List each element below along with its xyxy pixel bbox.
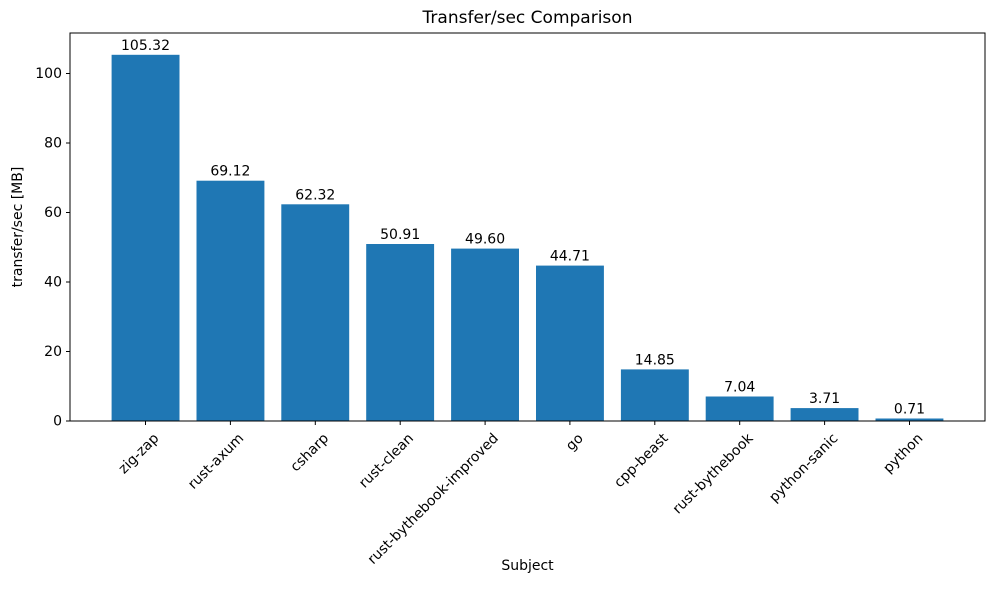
bar-value-label: 62.32 bbox=[295, 187, 335, 203]
bar-rust-bythebook-improved bbox=[451, 248, 519, 421]
y-tick-label: 80 bbox=[44, 135, 62, 151]
x-tick-label: rust-clean bbox=[356, 431, 417, 492]
x-tick-label: csharp bbox=[288, 430, 333, 475]
y-tick-label: 20 bbox=[44, 344, 62, 360]
y-tick-label: 100 bbox=[35, 66, 62, 82]
bar-cpp-beast bbox=[620, 369, 689, 421]
bar-rust-bythebook bbox=[705, 396, 774, 421]
x-axis-label: Subject bbox=[501, 558, 554, 574]
y-axis-label: transfer/sec [MB] bbox=[10, 166, 26, 288]
bar-python bbox=[875, 418, 944, 421]
bar-python-sanic bbox=[790, 408, 859, 421]
plot-border bbox=[69, 32, 986, 422]
x-tick-label: cpp-beast bbox=[611, 430, 672, 491]
x-tick-label: rust-bythebook bbox=[670, 430, 757, 517]
bar-go bbox=[536, 265, 604, 421]
bar-csharp bbox=[281, 204, 350, 421]
bar-value-label: 7.04 bbox=[724, 380, 755, 396]
bar-rust-clean bbox=[366, 244, 435, 421]
bar-value-label: 3.71 bbox=[809, 391, 840, 407]
bar-value-label: 44.71 bbox=[550, 249, 590, 265]
bar-value-label: 14.85 bbox=[635, 352, 675, 368]
x-tick-label: rust-axum bbox=[185, 431, 247, 493]
bar-value-label: 50.91 bbox=[380, 227, 420, 243]
y-tick-label: 40 bbox=[44, 274, 62, 290]
bar-value-label: 49.60 bbox=[465, 232, 505, 248]
bar-zig-zap bbox=[111, 54, 180, 422]
x-tick-label: go bbox=[563, 431, 587, 455]
chart-title: Transfer/sec Comparison bbox=[422, 8, 633, 28]
x-tick-label: python bbox=[880, 431, 926, 477]
x-tick-label: python-sanic bbox=[766, 431, 841, 506]
bar-value-label: 69.12 bbox=[210, 164, 250, 180]
bar-value-label: 105.32 bbox=[121, 38, 170, 54]
x-tick-label: zig-zap bbox=[116, 430, 163, 477]
y-tick-label: 0 bbox=[53, 414, 62, 430]
bar-rust-axum bbox=[196, 180, 265, 421]
y-tick-label: 60 bbox=[44, 205, 62, 221]
bar-value-label: 0.71 bbox=[894, 402, 925, 418]
